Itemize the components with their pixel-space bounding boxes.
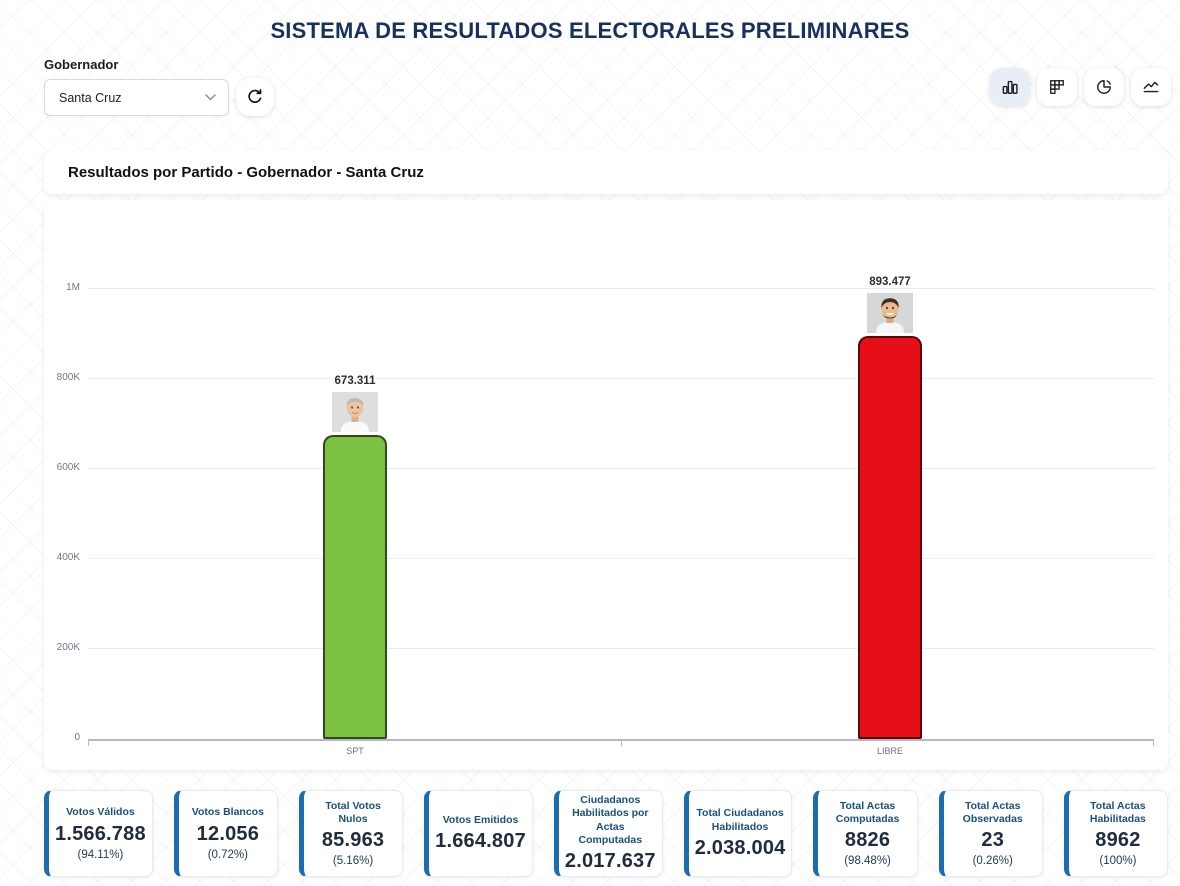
stat-card-votos-validos: Votos Válidos 1.566.788 (94.11%) [44,790,153,877]
line-chart-icon [1143,81,1159,93]
stat-card-votos-emitidos: Votos Emitidos 1.664.807 [424,790,533,877]
matrix-table-icon [1050,80,1064,94]
chart-header-card: Resultados por Partido - Gobernador - Sa… [44,150,1168,194]
stat-label: Total Ciudadanos Habilitados [696,807,784,833]
gridline-800k [88,378,1154,379]
stat-card-ciudadanos-actas-computadas: Ciudadanos Habilitados por Actas Computa… [553,790,663,877]
stat-value: 2.038.004 [694,836,786,859]
x-axis-category-libre: LIBRE [876,746,903,756]
chevron-down-icon [205,94,216,101]
stat-card-actas-observadas: Total Actas Observadas 23 (0.26%) [938,790,1043,877]
y-axis-label: 800K [56,372,80,383]
stat-percent: (0.72%) [207,848,248,861]
donut-chart-view-button[interactable] [1084,68,1124,106]
gridline-600k [88,468,1154,469]
stat-value: 12.056 [196,822,260,845]
x-axis-tick [88,741,89,746]
candidate-photo-libre [867,293,913,333]
y-axis-label: 200K [56,642,80,653]
y-axis-label: 400K [56,552,80,563]
gridline-200k [88,648,1154,649]
stat-label: Ciudadanos Habilitados por Actas Computa… [572,794,649,846]
chart-title: Resultados por Partido - Gobernador - Sa… [68,163,424,181]
y-axis-label: 600K [56,462,80,473]
y-axis-label: 1M [66,282,80,293]
stat-value: 1.664.807 [435,830,526,853]
gridline-400k [88,558,1154,559]
stat-value: 85.963 [321,829,385,852]
x-axis-line [88,739,1154,741]
summary-cards-row: Votos Válidos 1.566.788 (94.11%) Votos B… [44,790,1168,877]
stat-label: Votos Emitidos [442,813,519,826]
stat-label: Total Actas Observadas [962,799,1023,825]
stat-card-votos-nulos: Total Votos Nulos 85.963 (5.16%) [298,790,404,877]
refresh-button[interactable] [236,78,274,116]
stat-percent: (94.11%) [77,848,124,861]
stat-percent: (5.16%) [332,855,374,868]
donut-chart-icon [1097,80,1112,94]
x-axis-category-spt: SPT [346,746,364,756]
stat-label: Votos Blancos [191,806,264,819]
stat-card-actas-habilitadas: Total Actas Habilitadas 8962 (100%) [1063,790,1168,877]
filter-label: Gobernador [44,57,119,72]
candidate-photo-spt [332,392,378,432]
stat-percent: (98.48%) [844,855,891,868]
stat-value: 8826 [844,829,891,852]
stat-label: Total Actas Habilitadas [1089,799,1146,825]
bar-libre[interactable] [858,336,922,739]
stat-card-total-ciudadanos: Total Ciudadanos Habilitados 2.038.004 [683,790,793,877]
y-axis-label: 0 [74,732,80,743]
line-chart-view-button[interactable] [1131,68,1171,106]
x-axis-tick [621,741,622,746]
stat-value: 1.566.788 [55,822,146,845]
stat-label: Votos Válidos [66,806,135,819]
stat-card-actas-computadas: Total Actas Computadas 8826 (98.48%) [813,790,918,877]
bar-value-label: 673.311 [334,375,376,387]
bar-group-spt: 673.311 [323,375,387,739]
stat-value: 2.017.637 [564,849,656,872]
bar-value-label: 893.477 [869,276,911,288]
bar-chart-panel: 1M 800K 600K 400K 200K 0 673.311 893.477 [44,200,1168,770]
stat-value: 23 [981,829,1005,852]
bar-spt[interactable] [323,435,387,739]
stat-label: Total Actas Computadas [835,799,900,825]
stat-percent: (100%) [1099,855,1137,868]
stat-value: 8962 [1095,829,1141,852]
column-chart-view-button[interactable] [990,68,1030,106]
x-axis-tick [1153,741,1154,746]
region-select[interactable]: Santa Cruz [44,79,229,116]
page-title: SISTEMA DE RESULTADOS ELECTORALES PRELIM… [270,18,910,43]
stat-percent: (0.26%) [972,855,1013,868]
matrix-table-view-button[interactable] [1037,68,1077,106]
gridline-1m [88,288,1154,289]
column-chart-icon [1002,80,1018,94]
stat-label: Total Votos Nulos [325,799,381,825]
refresh-icon [248,89,262,103]
bar-group-libre: 893.477 [858,276,922,739]
stat-card-votos-blancos: Votos Blancos 12.056 (0.72%) [173,790,278,877]
region-select-value: Santa Cruz [59,90,122,105]
